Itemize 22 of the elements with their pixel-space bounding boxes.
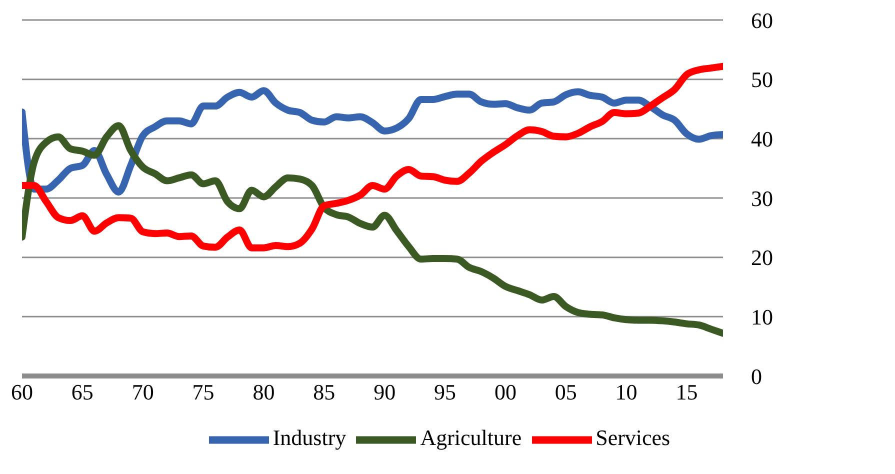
y-tick-label: 0 (751, 364, 762, 389)
x-tick-label: 05 (554, 380, 577, 405)
y-tick-label: 20 (751, 245, 773, 270)
y-tick-label: 10 (751, 304, 773, 330)
y-tick-label: 60 (751, 8, 773, 33)
x-tick-label: 95 (434, 380, 456, 405)
x-tick-label: 10 (615, 380, 638, 405)
x-tick-label: 60 (11, 380, 33, 405)
y-tick-label: 30 (751, 186, 773, 211)
legend-label: Agriculture (420, 425, 522, 450)
x-tick-label: 70 (132, 380, 154, 405)
y-tick-label: 40 (751, 126, 773, 152)
x-tick-label: 85 (313, 380, 336, 405)
x-tick-label: 00 (494, 380, 516, 405)
legend-label: Services (596, 425, 670, 450)
x-tick-label: 80 (252, 380, 275, 405)
x-tick-label: 90 (374, 380, 396, 405)
x-tick-label: 65 (71, 380, 94, 405)
x-tick-label: 15 (676, 380, 698, 405)
y-tick-label: 50 (751, 67, 773, 92)
legend-label: Industry (272, 425, 346, 450)
x-tick-label: 75 (192, 380, 214, 405)
